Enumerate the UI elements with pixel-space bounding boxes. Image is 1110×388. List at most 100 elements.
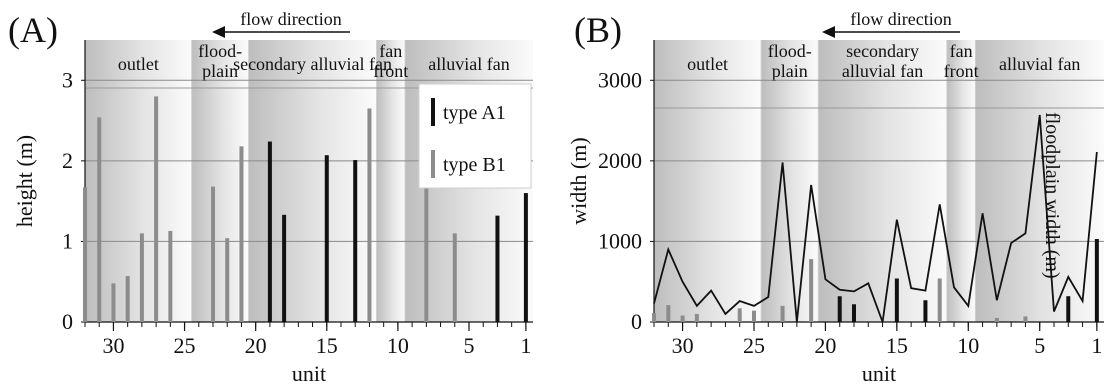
zone-label: alluvial fan	[428, 54, 509, 74]
bar-type-b1	[452, 233, 457, 322]
x-axis-label: unit	[862, 361, 896, 386]
bar-type-a1	[495, 215, 500, 322]
bar-type-b1	[225, 238, 230, 322]
bar-type-b1	[139, 233, 144, 322]
bar-type-b1	[694, 313, 699, 322]
bar-type-a1	[1094, 239, 1099, 322]
zone-label: flood-	[768, 41, 812, 61]
bar-type-b1	[367, 108, 372, 322]
zone-label: alluvial fan	[842, 61, 923, 81]
bar-type-b1	[752, 310, 756, 322]
zone-background	[975, 40, 1104, 322]
legend-box	[418, 83, 532, 189]
bar-type-b1	[154, 96, 159, 323]
x-tick-label: 30	[672, 333, 694, 358]
bar-type-a1	[894, 278, 899, 322]
zone-label: outlet	[687, 54, 728, 74]
bar-type-a1	[837, 296, 842, 322]
panel-label: (B)	[574, 10, 622, 50]
x-tick-label: 15	[316, 333, 338, 358]
bar-type-b1	[168, 230, 173, 322]
zone-background	[85, 40, 192, 322]
x-tick-label: 25	[743, 333, 765, 358]
flow-arrow-head	[822, 26, 835, 38]
y-tick-label: 1000	[598, 228, 642, 253]
zone-label: outlet	[118, 54, 159, 74]
bar-type-b1	[211, 186, 215, 322]
zone-label: front	[944, 61, 979, 81]
y-tick-label: 0	[631, 309, 642, 334]
bar-type-a1	[923, 300, 928, 322]
legend-swatch	[431, 150, 435, 178]
bar-type-b1	[424, 166, 429, 322]
bar-type-a1	[852, 304, 856, 322]
bar-type-b1	[125, 276, 130, 322]
y-tick-label: 1	[62, 228, 73, 253]
bar-type-a1	[523, 193, 528, 322]
bar-type-a1	[353, 160, 358, 322]
zone-label: front	[373, 61, 408, 81]
y-tick-label: 3	[62, 67, 73, 92]
zone-background	[376, 40, 405, 322]
bar-type-b1	[111, 283, 116, 322]
x-tick-label: 10	[387, 333, 409, 358]
floodplain-width-annotation: floodplain width (m)	[1041, 112, 1063, 279]
zone-label: plain	[202, 61, 238, 81]
x-tick-label: 1	[520, 333, 531, 358]
x-tick-label: 30	[102, 333, 124, 358]
bar-type-b1	[1023, 316, 1028, 322]
y-axis-label: height (m)	[12, 135, 37, 227]
bar-type-b1	[97, 117, 102, 322]
bar-type-b1	[680, 315, 685, 322]
zone-label: alluvial fan	[999, 54, 1080, 74]
y-tick-label: 0	[62, 309, 73, 334]
y-tick-label: 3000	[598, 67, 642, 92]
y-tick-label: 2000	[598, 148, 642, 173]
panel-label: (A)	[8, 10, 58, 50]
zone-background	[654, 40, 762, 322]
y-tick-label: 2	[62, 148, 73, 173]
x-tick-label: 10	[957, 333, 979, 358]
zone-background	[191, 40, 249, 322]
flow-direction-label: flow direction	[850, 9, 951, 29]
zone-label: secondary alluvial fan	[233, 54, 392, 74]
series-line-floodplain-width	[653, 114, 1098, 323]
y-axis-label: width (m)	[566, 137, 591, 224]
x-tick-label: 20	[245, 333, 267, 358]
bar-type-b1	[994, 317, 999, 322]
zone-label: secondary	[846, 41, 919, 61]
bar-type-a1	[1066, 296, 1071, 322]
flow-arrow-head	[212, 26, 225, 38]
bar-type-a1	[267, 141, 272, 322]
bar-type-b1	[780, 305, 785, 322]
zone-background	[248, 40, 377, 322]
x-tick-label: 15	[886, 333, 908, 358]
x-tick-label: 5	[1034, 333, 1045, 358]
zone-label: fan	[379, 41, 402, 61]
x-tick-label: 5	[464, 333, 475, 358]
bar-type-b1	[83, 187, 87, 322]
bar-type-b1	[666, 305, 671, 322]
zone-label: flood-	[198, 41, 242, 61]
legend-label: type A1	[443, 102, 506, 124]
flow-direction-label: flow direction	[240, 9, 341, 29]
legend-swatch	[431, 98, 435, 126]
zone-label: fan	[950, 41, 973, 61]
x-tick-label: 20	[814, 333, 836, 358]
x-tick-label: 1	[1091, 333, 1102, 358]
x-tick-label: 25	[174, 333, 196, 358]
zone-background	[946, 40, 976, 322]
bar-type-b1	[737, 308, 742, 322]
x-axis-label: unit	[292, 361, 326, 386]
zone-label: plain	[772, 61, 808, 81]
bar-type-b1	[239, 146, 244, 322]
bar-type-a1	[324, 155, 329, 322]
bar-type-b1	[652, 313, 656, 322]
bar-type-b1	[937, 278, 942, 322]
zone-background	[818, 40, 947, 322]
bar-type-a1	[282, 214, 287, 322]
legend-label: type B1	[443, 154, 506, 176]
